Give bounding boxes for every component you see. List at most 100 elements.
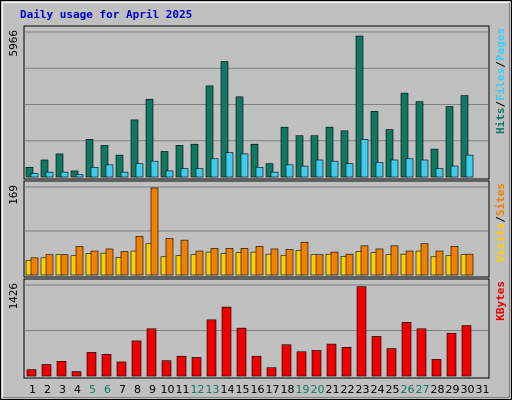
x-label-day-13: 13 <box>206 383 220 396</box>
bar-kbytes-day-30 <box>461 325 472 377</box>
legend-hits-files-pages: Hits/Files/Pages <box>494 28 507 134</box>
bar-files-day-13 <box>210 158 219 178</box>
y-max-label-hits-files-pages: 5966 <box>7 30 20 57</box>
bar-files-day-8 <box>135 163 144 178</box>
legend-separator: / <box>494 101 507 108</box>
bar-sites-day-3 <box>60 254 69 276</box>
x-label-day-6: 6 <box>104 383 111 396</box>
bar-kbytes-day-28 <box>431 359 442 377</box>
bar-sites-day-11 <box>180 239 189 276</box>
grid-lines <box>25 31 488 331</box>
bar-sites-day-4 <box>75 246 84 276</box>
bar-files-day-28 <box>435 168 444 178</box>
x-label-day-22: 22 <box>341 383 355 396</box>
bar-kbytes-day-20 <box>311 350 322 377</box>
x-label-day-26: 26 <box>401 383 415 396</box>
bar-files-day-2 <box>45 171 54 178</box>
x-label-day-12: 12 <box>191 383 205 396</box>
bar-sites-day-27 <box>420 243 429 276</box>
legend-kbytes: KBytes <box>494 281 507 321</box>
legend-item-pages: Pages <box>494 28 507 61</box>
bar-hits-day-22 <box>340 130 349 178</box>
bar-hits-day-8 <box>130 119 139 178</box>
x-label-day-30: 30 <box>461 383 475 396</box>
x-axis-labels: 1 2 3 4 5 6 7 8 9 10 11 12 13 14 15 16 17 18 19 20 21 22 23 24 2… <box>29 383 490 396</box>
bar-files-day-20 <box>315 159 324 178</box>
bar-hits-day-27 <box>415 101 424 178</box>
bar-files-day-16 <box>255 166 264 178</box>
bar-kbytes-day-9 <box>146 328 157 377</box>
bar-kbytes-day-6 <box>101 354 112 377</box>
bar-hits-day-19 <box>295 135 304 178</box>
x-label-day-17: 17 <box>266 383 280 396</box>
bar-files-day-15 <box>240 153 249 178</box>
bar-sites-day-22 <box>345 253 354 276</box>
x-label-day-7: 7 <box>119 383 126 396</box>
y-max-label-visits-sites: 169 <box>7 185 20 205</box>
x-label-day-31: 31 <box>476 383 490 396</box>
bar-hits-day-26 <box>400 92 409 178</box>
x-label-day-10: 10 <box>161 383 175 396</box>
bar-files-day-23 <box>360 139 369 178</box>
bar-sites-day-25 <box>390 245 399 276</box>
bar-hits-day-14 <box>220 61 229 178</box>
x-label-day-23: 23 <box>356 383 370 396</box>
x-label-day-24: 24 <box>371 383 385 396</box>
bar-hits-day-17 <box>265 163 274 178</box>
bar-sites-day-23 <box>360 245 369 276</box>
bar-hits-day-25 <box>385 129 394 178</box>
bar-hits-day-3 <box>55 153 64 178</box>
bar-kbytes-day-2 <box>41 364 52 377</box>
bar-kbytes-day-25 <box>386 348 397 377</box>
bar-hits-day-20 <box>310 135 319 178</box>
x-label-day-27: 27 <box>416 383 430 396</box>
x-label-day-2: 2 <box>44 383 51 396</box>
x-label-day-4: 4 <box>74 383 81 396</box>
bar-files-day-1 <box>30 173 39 178</box>
bar-hits-day-12 <box>190 143 199 178</box>
legend-item-kbytes: KBytes <box>494 281 507 321</box>
bar-kbytes-day-16 <box>251 355 262 377</box>
legend-visits-sites: Visits/Sites <box>494 183 507 263</box>
bar-files-day-21 <box>330 160 339 178</box>
bar-hits-day-5 <box>85 139 94 178</box>
bar-sites-day-9 <box>150 187 159 276</box>
legend-separator: / <box>494 61 507 68</box>
bar-sites-day-6 <box>105 248 114 276</box>
bar-files-day-18 <box>285 164 294 178</box>
x-label-day-28: 28 <box>431 383 445 396</box>
bar-sites-day-24 <box>375 248 384 276</box>
x-label-day-25: 25 <box>386 383 400 396</box>
bar-files-day-17 <box>270 171 279 178</box>
x-label-day-15: 15 <box>236 383 250 396</box>
x-label-day-14: 14 <box>221 383 235 396</box>
bar-files-day-6 <box>105 164 114 178</box>
bar-files-day-14 <box>225 152 234 178</box>
bars-layer <box>25 35 474 377</box>
bar-hits-day-4 <box>70 170 79 178</box>
bar-kbytes-day-11 <box>176 355 187 377</box>
x-label-day-5: 5 <box>89 383 96 396</box>
bar-kbytes-day-10 <box>161 360 172 377</box>
bar-kbytes-day-18 <box>281 344 292 377</box>
bar-sites-day-19 <box>300 241 309 276</box>
bar-sites-day-2 <box>45 254 54 276</box>
bar-kbytes-day-8 <box>131 340 142 377</box>
x-label-day-1: 1 <box>29 383 36 396</box>
bar-hits-day-16 <box>250 143 259 178</box>
x-label-day-19: 19 <box>296 383 310 396</box>
bar-hits-day-23 <box>355 35 364 178</box>
bar-kbytes-day-5 <box>86 352 97 377</box>
x-label-day-11: 11 <box>176 383 190 396</box>
bar-files-day-12 <box>195 168 204 178</box>
bar-kbytes-day-7 <box>116 361 127 377</box>
bar-kbytes-day-3 <box>56 361 67 377</box>
bar-kbytes-day-19 <box>296 351 307 377</box>
legend-labels: Hits/Files/Pages Visits/Sites KBytes <box>494 28 507 321</box>
bar-kbytes-day-1 <box>26 369 37 377</box>
bar-sites-day-5 <box>90 250 99 276</box>
x-label-day-29: 29 <box>446 383 460 396</box>
bar-files-day-22 <box>345 163 354 178</box>
bar-sites-day-28 <box>435 250 444 276</box>
